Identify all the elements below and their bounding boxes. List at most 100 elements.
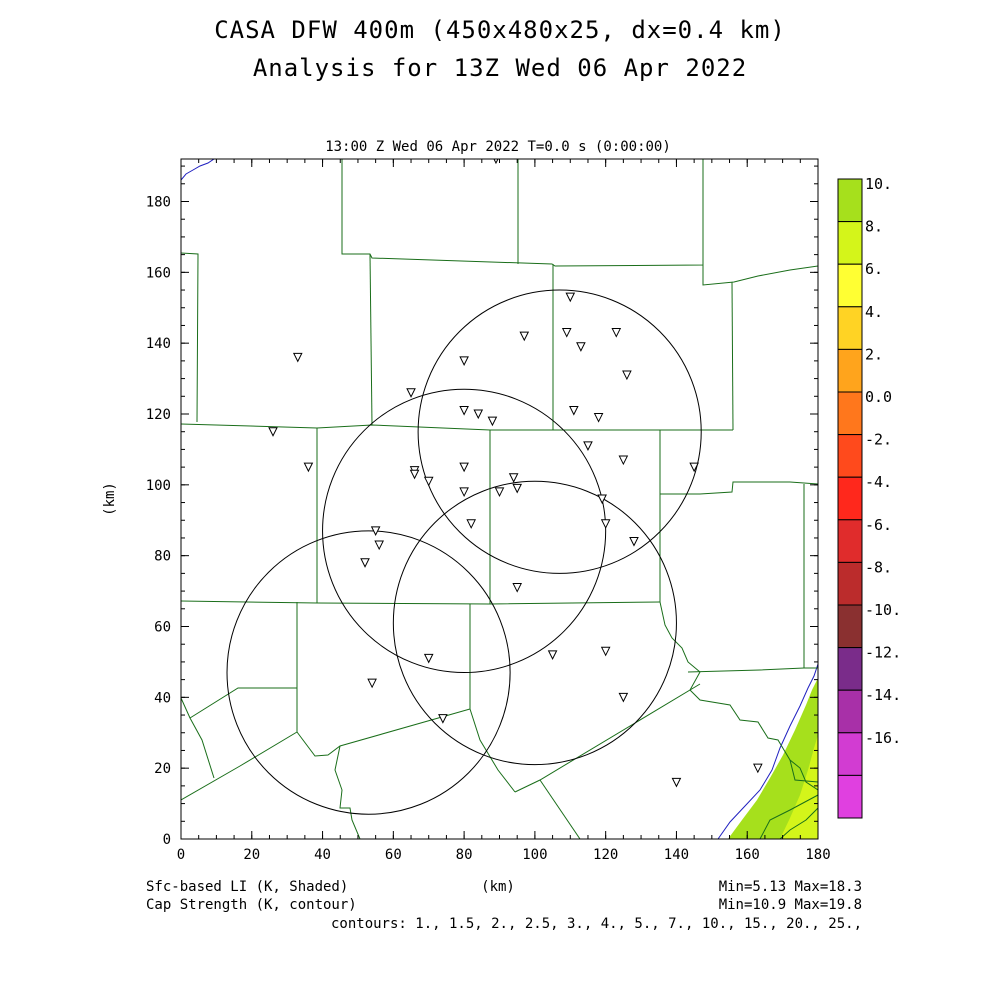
station-marker bbox=[268, 427, 278, 437]
station-marker bbox=[459, 462, 469, 473]
y-axis: 0 20 40 60 80 100 120 140 160 180 bbox=[146, 165, 818, 848]
color-bar-label: -14. bbox=[865, 686, 901, 704]
lake-shoreline-north bbox=[181, 159, 215, 181]
color-bar-swatch bbox=[837, 476, 863, 521]
station-marker bbox=[622, 370, 632, 381]
color-bar-label: 4. bbox=[865, 303, 883, 321]
cap-min-max: Min=10.9 Max=19.8 bbox=[719, 897, 862, 913]
li-shade-6-8 bbox=[780, 735, 818, 839]
map-subtitle: Analysis for 13Z Wed 06 Apr 2022 bbox=[252, 54, 748, 82]
color-bar-label: -4. bbox=[865, 473, 892, 491]
radar-circle-3 bbox=[392, 480, 677, 766]
station-marker bbox=[487, 416, 498, 427]
x-tick-label: 140 bbox=[664, 847, 689, 863]
color-bar-label: 10. bbox=[865, 175, 892, 193]
station-marker bbox=[547, 650, 558, 660]
station-marker bbox=[459, 356, 469, 366]
station-marker bbox=[565, 292, 576, 303]
color-bar-label: -10. bbox=[865, 601, 901, 619]
y-tick-label: 120 bbox=[146, 407, 171, 423]
radar-coverage-circles bbox=[226, 289, 702, 815]
station-marker bbox=[600, 646, 611, 657]
color-bar-swatch bbox=[837, 221, 863, 265]
station-marker bbox=[423, 476, 434, 487]
li-min-max: Min=5.13 Max=18.3 bbox=[719, 879, 862, 895]
station-marker bbox=[689, 462, 699, 473]
color-bar-label: -8. bbox=[865, 558, 892, 576]
color-bar-swatch bbox=[837, 519, 863, 563]
radar-circle-1 bbox=[417, 289, 702, 574]
station-marker bbox=[583, 441, 593, 451]
lake-shoreline-east bbox=[717, 663, 818, 839]
station-marker bbox=[303, 462, 314, 473]
station-marker bbox=[576, 342, 586, 352]
station-markers bbox=[268, 159, 763, 788]
station-marker bbox=[600, 519, 611, 529]
legend-li-shaded: Sfc-based LI (K, Shaded) bbox=[146, 879, 348, 895]
li-shade-8-10 bbox=[728, 678, 818, 839]
color-bar-swatch bbox=[837, 732, 863, 776]
station-marker bbox=[618, 692, 629, 703]
y-tick-label: 40 bbox=[154, 690, 171, 706]
station-marker bbox=[292, 352, 303, 363]
x-tick-label: 180 bbox=[805, 847, 830, 863]
station-marker bbox=[459, 405, 469, 416]
x-tick-label: 40 bbox=[314, 847, 331, 863]
station-marker bbox=[512, 483, 523, 494]
color-bar-swatch bbox=[837, 263, 863, 308]
station-marker bbox=[370, 526, 381, 536]
station-marker bbox=[519, 331, 530, 342]
station-marker bbox=[438, 714, 448, 724]
station-marker bbox=[409, 469, 420, 480]
x-tick-label: 20 bbox=[243, 847, 260, 863]
color-bar-swatch bbox=[837, 306, 863, 350]
station-marker bbox=[473, 409, 484, 420]
color-bar-label: -2. bbox=[865, 431, 892, 449]
color-bar-boxes bbox=[837, 178, 863, 819]
color-bar-swatch bbox=[837, 434, 863, 478]
x-tick-label: 120 bbox=[593, 847, 618, 863]
station-marker bbox=[494, 487, 505, 498]
x-tick-label: 60 bbox=[385, 847, 402, 863]
y-tick-label: 0 bbox=[163, 832, 171, 848]
station-marker bbox=[561, 328, 572, 338]
x-axis: 0 20 40 60 80 100 120 140 160 180 bbox=[177, 159, 831, 863]
x-tick-label: 100 bbox=[522, 847, 547, 863]
x-axis-label: (km) bbox=[481, 879, 515, 895]
color-bar-labels: 10. 8. 6. 4. 2. 0.0 -2. -4. -6. -8. -10. -12. -14. -1… bbox=[865, 175, 901, 747]
station-marker bbox=[597, 494, 607, 505]
y-tick-label: 160 bbox=[146, 265, 171, 281]
color-bar-swatch bbox=[837, 604, 863, 649]
y-tick-label: 180 bbox=[146, 195, 171, 211]
y-tick-label: 20 bbox=[154, 761, 171, 777]
li-shade-6-8-small bbox=[808, 812, 818, 839]
radar-circle-4 bbox=[226, 530, 511, 815]
color-bar-label: 6. bbox=[865, 260, 883, 278]
color-bar-label: -16. bbox=[865, 729, 901, 747]
station-marker bbox=[618, 455, 629, 466]
station-marker bbox=[360, 558, 370, 568]
x-tick-label: 0 bbox=[177, 847, 185, 863]
station-marker bbox=[374, 540, 384, 551]
county-boundaries bbox=[181, 159, 818, 839]
station-marker bbox=[423, 653, 434, 664]
y-tick-label: 80 bbox=[154, 549, 171, 565]
station-marker bbox=[493, 159, 499, 165]
color-bar-label: 2. bbox=[865, 345, 883, 363]
y-tick-label: 60 bbox=[154, 620, 171, 636]
color-bar-label: 0.0 bbox=[865, 388, 892, 406]
station-marker bbox=[611, 328, 622, 338]
color-bar-swatch bbox=[837, 391, 863, 436]
station-marker bbox=[508, 473, 519, 483]
contour-levels: contours: 1., 1.5, 2., 2.5, 3., 4., 5., … bbox=[331, 916, 862, 932]
legend-cap-contour: Cap Strength (K, contour) bbox=[146, 897, 357, 913]
station-marker bbox=[569, 405, 579, 416]
color-bar-label: 8. bbox=[865, 218, 883, 236]
station-marker bbox=[459, 487, 469, 498]
station-marker bbox=[753, 763, 763, 774]
plot-header: 13:00 Z Wed 06 Apr 2022 T=0.0 s (0:00:00… bbox=[325, 139, 671, 155]
station-marker bbox=[406, 388, 416, 398]
station-marker bbox=[593, 413, 604, 423]
